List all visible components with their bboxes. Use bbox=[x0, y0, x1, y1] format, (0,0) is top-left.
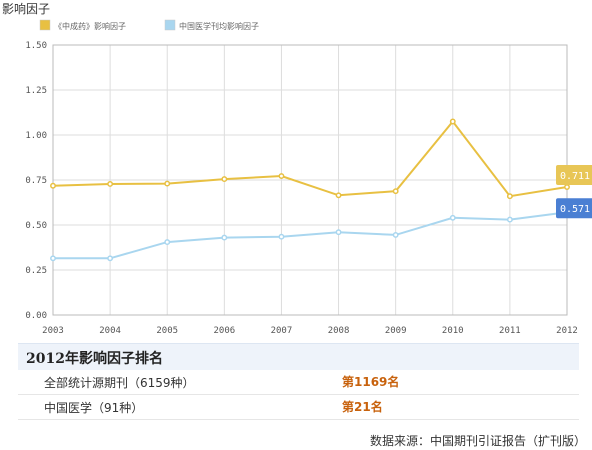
data-point bbox=[449, 214, 456, 221]
data-point bbox=[221, 234, 228, 241]
data-point bbox=[107, 181, 114, 187]
data-point bbox=[164, 239, 171, 246]
x-tick-label: 2010 bbox=[442, 326, 464, 336]
legend-label: 《中成药》影响因子 bbox=[54, 21, 126, 31]
data-point bbox=[335, 229, 342, 236]
ranking-value: 第1169名 bbox=[342, 375, 400, 389]
data-point bbox=[335, 192, 342, 199]
series-line bbox=[53, 211, 568, 260]
x-tick-label: 2011 bbox=[499, 326, 521, 336]
data-point bbox=[221, 176, 228, 183]
data-point bbox=[506, 216, 513, 223]
ranking-header: 2012年影响因子排名 bbox=[18, 343, 579, 370]
ranking-value: 第21名 bbox=[342, 400, 383, 414]
impact-factor-line-chart: 《中成药》影响因子 中国医学刊均影响因子 0.00 0.25 0.50 0.75 1.00 1… bbox=[25, 19, 592, 336]
end-value-label-bg bbox=[556, 198, 592, 219]
ranking-label: 全部统计源期刊（6159种） bbox=[44, 376, 195, 390]
x-tick-label: 2009 bbox=[385, 326, 407, 336]
x-tick-label: 2008 bbox=[328, 326, 350, 336]
y-tick-label: 1.50 bbox=[25, 41, 47, 51]
series-line bbox=[52, 119, 568, 198]
data-point bbox=[392, 231, 399, 238]
data-point bbox=[164, 180, 171, 187]
ranking-row: 全部统计源期刊（6159种） 第1169名 bbox=[18, 370, 579, 395]
data-point bbox=[50, 182, 56, 189]
data-point bbox=[278, 233, 285, 240]
x-tick-label: 2005 bbox=[156, 326, 178, 336]
end-value-label: 0.711 bbox=[560, 171, 590, 182]
data-point bbox=[392, 188, 399, 195]
y-tick-label: 0.00 bbox=[25, 311, 47, 321]
legend-swatch bbox=[164, 19, 176, 31]
end-value-label-bg bbox=[556, 165, 592, 186]
y-tick-label: 0.50 bbox=[25, 221, 47, 231]
end-value-label: 0.571 bbox=[560, 204, 590, 215]
data-point bbox=[50, 255, 56, 262]
page-title: 影响因子 bbox=[2, 2, 51, 16]
x-tick-label: 2003 bbox=[42, 326, 64, 336]
legend-label: 中国医学刊均影响因子 bbox=[179, 21, 259, 31]
ranking-title: 2012年影响因子排名 bbox=[26, 351, 163, 367]
data-point bbox=[278, 173, 285, 179]
x-tick-label: 2006 bbox=[213, 326, 235, 336]
y-tick-label: 1.00 bbox=[25, 131, 47, 141]
data-point bbox=[564, 184, 570, 190]
y-tick-label: 0.75 bbox=[25, 176, 47, 186]
ranking-row: 中国医学（91种） 第21名 bbox=[18, 395, 579, 420]
x-tick-label: 2012 bbox=[556, 326, 578, 336]
y-tick-label: 0.25 bbox=[25, 266, 47, 276]
ranking-label: 中国医学（91种） bbox=[44, 401, 144, 415]
data-source-note: 数据来源：中国期刊引证报告（扩刊版） bbox=[369, 434, 586, 448]
data-point bbox=[107, 255, 114, 262]
data-point bbox=[449, 118, 456, 125]
y-tick-label: 1.25 bbox=[25, 86, 47, 96]
data-point bbox=[506, 193, 513, 200]
legend-swatch bbox=[39, 19, 51, 31]
x-tick-label: 2007 bbox=[271, 326, 293, 336]
x-tick-label: 2004 bbox=[99, 326, 121, 336]
